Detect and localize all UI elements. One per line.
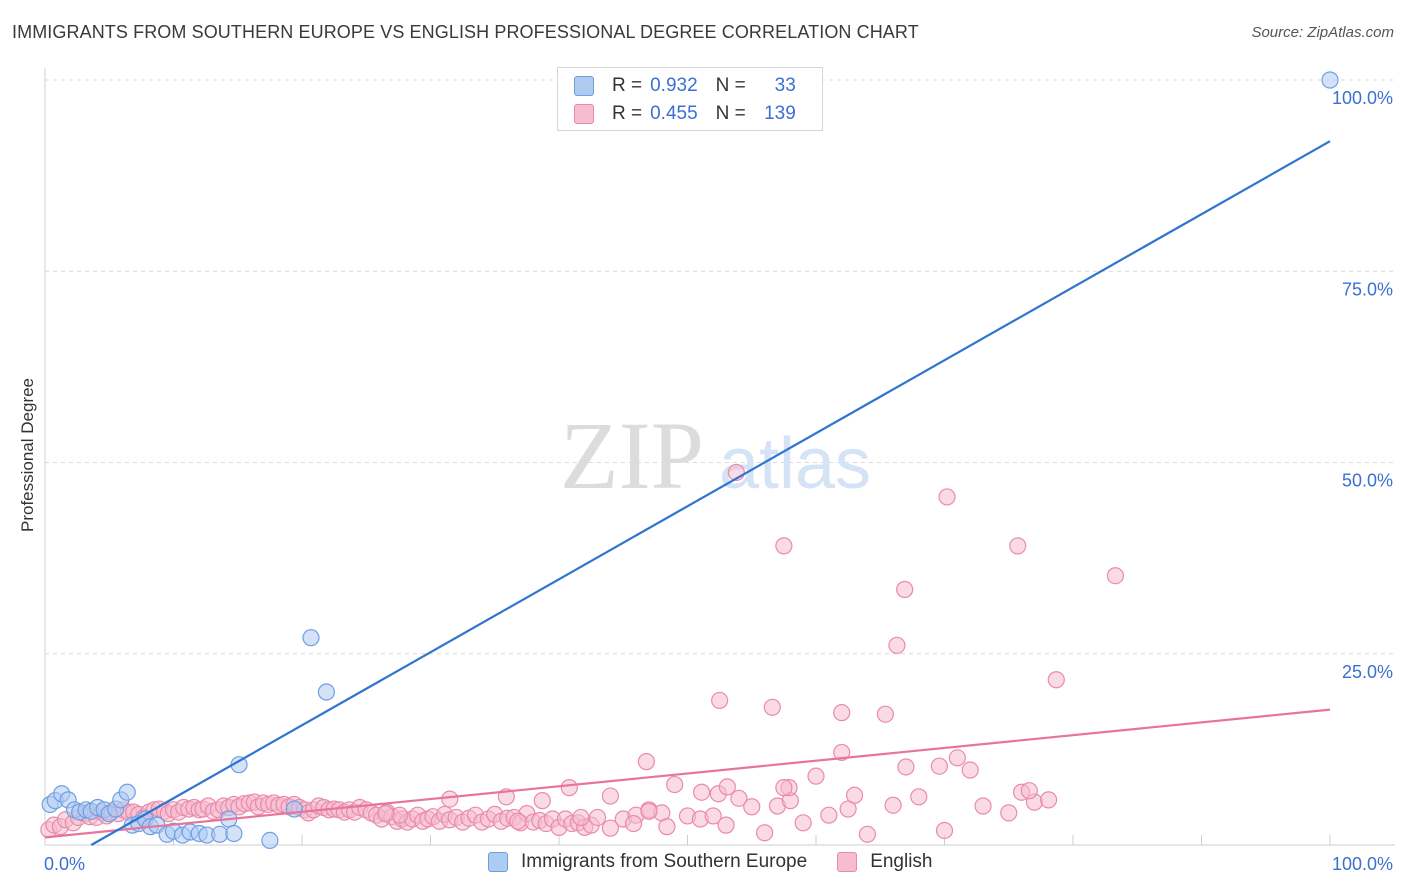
english-point: [637, 753, 655, 771]
english-point: [509, 812, 527, 830]
legend-r-value: 0.455: [650, 103, 698, 124]
english-point: [658, 818, 676, 836]
southern-europe-point: [118, 783, 136, 801]
trend-lines: [44, 140, 1331, 846]
english-point: [896, 580, 914, 599]
legend-n-value: 33: [774, 75, 796, 96]
y-tick-label: 50.0%: [1342, 471, 1393, 491]
english-point: [775, 537, 793, 555]
y-tick-label: 75.0%: [1342, 279, 1393, 299]
english-point: [910, 788, 928, 806]
series-legend-item-southern-europe: Immigrants from Southern Europe: [488, 851, 807, 873]
southern-europe-point: [302, 629, 320, 647]
english-point: [820, 806, 838, 824]
english-point: [775, 779, 793, 797]
chart-title: IMMIGRANTS FROM SOUTHERN EUROPE VS ENGLI…: [12, 22, 919, 42]
legend-r-value: 0.932: [650, 75, 698, 96]
legend-row-english: R = 0.455 N = 139: [558, 100, 796, 128]
english-point: [1020, 782, 1038, 800]
english-point: [1047, 671, 1065, 689]
english-point: [794, 814, 812, 832]
english-trend-line: [44, 708, 1331, 839]
english-points: [40, 463, 1125, 843]
english-point: [755, 824, 774, 842]
watermark-atlas: atlas: [719, 424, 871, 504]
english-point: [935, 821, 954, 840]
english-point: [1009, 537, 1027, 555]
southern-europe-point: [285, 800, 303, 818]
correlation-legend: R = 0.932 N = 33 R = 0.455 N = 139: [557, 67, 823, 131]
english-point: [693, 783, 711, 801]
southern-europe-point: [261, 831, 279, 850]
y-tick-label: 100.0%: [1332, 88, 1393, 108]
english-point: [930, 757, 948, 775]
series-legend-label: Immigrants from Southern Europe: [521, 851, 808, 872]
legend-row-southern-europe: R = 0.932 N = 33: [558, 72, 796, 100]
legend-r-label: R =: [612, 103, 643, 124]
legend-swatch-blue: [574, 76, 594, 96]
english-point: [974, 797, 992, 815]
english-point: [391, 806, 409, 824]
english-point: [833, 743, 851, 762]
series-swatch-pink: [837, 852, 858, 872]
english-point: [833, 704, 851, 722]
english-point: [1106, 567, 1125, 585]
y-tick-label: 25.0%: [1342, 662, 1393, 682]
legend-r-label: R =: [612, 75, 643, 96]
english-point: [711, 691, 729, 710]
english-point: [704, 807, 722, 825]
english-point: [948, 749, 966, 767]
series-legend: Immigrants from Southern Europe English: [488, 851, 963, 873]
legend-n-value: 139: [764, 103, 796, 124]
english-point: [624, 814, 643, 833]
x-tick-label: 100.0%: [1332, 854, 1393, 874]
english-point: [938, 488, 956, 506]
english-point: [717, 816, 735, 834]
series-swatch-blue: [488, 852, 508, 872]
english-point: [718, 778, 736, 796]
series-legend-item-english: English: [837, 851, 933, 873]
english-point: [1039, 791, 1058, 809]
english-point: [601, 787, 620, 805]
english-point: [730, 789, 748, 807]
english-point: [858, 825, 877, 843]
english-point: [441, 790, 459, 808]
english-point: [572, 808, 590, 827]
legend-n-label: N =: [715, 103, 746, 124]
english-point: [839, 800, 857, 818]
english-point: [640, 802, 658, 820]
english-point: [845, 786, 864, 804]
southern-europe-points: [41, 71, 1339, 850]
english-point: [763, 698, 781, 716]
southern-europe-trend-line: [90, 140, 1331, 846]
english-point: [884, 796, 902, 814]
english-point: [560, 779, 578, 797]
legend-swatch-pink: [574, 104, 594, 124]
watermark-zip: ZIP: [560, 402, 704, 509]
southern-europe-point: [317, 683, 336, 701]
english-point: [376, 805, 395, 823]
southern-europe-point: [225, 824, 243, 843]
english-point: [666, 775, 684, 794]
english-point: [888, 636, 906, 654]
x-tick-label: 0.0%: [44, 854, 85, 874]
southern-europe-point: [1321, 71, 1339, 89]
chart-source: Source: ZipAtlas.com: [1251, 24, 1394, 41]
legend-n-label: N =: [715, 75, 746, 96]
tick-labels: 100.0% 75.0% 50.0% 25.0% 0.0% 100.0%: [44, 88, 1393, 874]
english-point: [743, 798, 761, 816]
series-legend-label: English: [870, 851, 933, 872]
english-point: [601, 819, 620, 837]
english-point: [1000, 804, 1018, 822]
english-point: [876, 705, 894, 723]
english-point: [807, 767, 825, 785]
english-point: [533, 792, 551, 810]
english-point: [897, 758, 915, 776]
english-point: [588, 808, 607, 827]
english-point: [961, 761, 979, 779]
